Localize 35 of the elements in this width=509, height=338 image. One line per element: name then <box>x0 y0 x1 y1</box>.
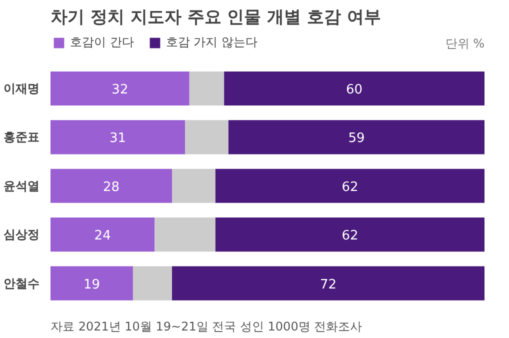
bar <box>172 266 484 300</box>
bar <box>189 71 224 106</box>
data-label: 19 <box>83 277 100 292</box>
data-label: 62 <box>342 180 358 195</box>
data-label: 59 <box>348 131 365 146</box>
legend-label: 호감이 간다 <box>70 34 134 51</box>
bar <box>215 168 484 203</box>
y-tick-label: 안철수 <box>4 276 40 290</box>
bar <box>50 168 172 203</box>
legend-label: 호감 가지 않는다 <box>166 34 258 51</box>
data-label: 62 <box>342 228 358 244</box>
bar <box>215 218 484 252</box>
bar <box>154 218 216 252</box>
data-label: 28 <box>102 180 120 195</box>
y-tick-label: 홍준표 <box>4 130 40 144</box>
bar <box>50 120 186 154</box>
data-label: 32 <box>112 82 128 98</box>
bar <box>185 120 228 154</box>
data-label: 24 <box>94 228 111 244</box>
y-tick-label: 윤석열 <box>4 178 40 193</box>
bar <box>172 168 216 203</box>
text: 단위 % <box>445 36 484 50</box>
bar <box>50 71 190 106</box>
y-tick-label: 이재명 <box>4 82 40 96</box>
y-tick-label: 심상정 <box>4 228 40 242</box>
text: 자료 2021년 10월 19~21일 전국 성인 1000명 전화조사 <box>50 320 362 334</box>
bar <box>50 266 133 300</box>
bar <box>50 218 155 252</box>
bar <box>228 120 484 154</box>
bar <box>224 71 484 106</box>
data-label: 31 <box>110 131 126 146</box>
bar <box>132 266 172 300</box>
chart-title: 차기 정치 지도자 주요 인물 개별 호감 여부 <box>50 8 381 28</box>
data-label: 72 <box>320 277 337 292</box>
data-label: 60 <box>346 82 363 98</box>
